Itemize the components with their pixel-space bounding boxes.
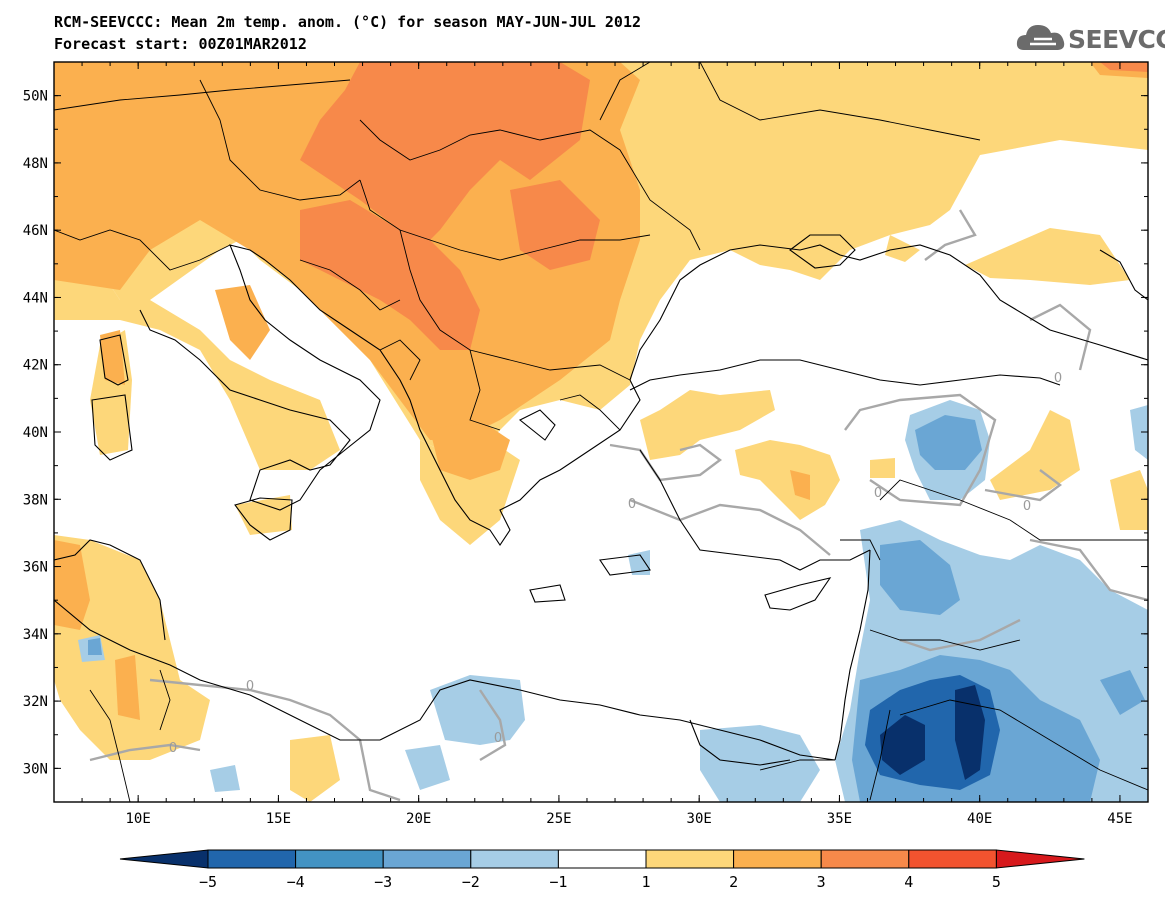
contour-label-zero: 0 [1054,371,1062,386]
colorbar-tick-label: 5 [992,873,1001,891]
latitude-axis: 30N 32N 34N 36N 38N 40N 42N 44N 46N 48N 50N [23,61,1148,777]
contour-label-zero: 0 [628,497,636,512]
colorbar-tick-label: 3 [817,873,826,891]
lon-tick-label: 45E [1107,811,1132,827]
lon-tick-label: 35E [827,811,852,827]
colorbar-segment [557,849,647,869]
colorbar-tick-label: 2 [729,873,738,891]
seevccc-logo: SEEVCCC [1016,20,1165,58]
longitude-axis: 10E 15E 20E 25E 30E 35E 40E 45E [81,62,1149,827]
logo-text: SEEVCCC [1068,25,1165,54]
lat-tick-label: 36N [23,560,48,576]
colorbar-segment [733,849,822,869]
lat-tick-label: 50N [23,89,48,105]
colorbar-max-arrow [995,849,1085,869]
forecast-start-label: Forecast start: 00Z01MAR2012 [54,35,307,53]
colorbar-min-arrow [119,849,209,869]
contour-label-zero: 0 [1023,499,1031,514]
map-plot-area [54,62,1148,802]
colorbar-segment [645,849,735,869]
contour-label-zero: 0 [169,741,177,756]
contour-label-zero: 0 [494,731,502,746]
lat-tick-label: 34N [23,627,48,643]
colorbar-segment [908,849,997,869]
lat-tick-label: 44N [23,290,48,306]
lat-tick-label: 32N [23,694,48,710]
lat-tick-label: 46N [23,223,48,239]
chart-title: RCM-SEEVCCC: Mean 2m temp. anom. (°C) fo… [54,13,641,31]
colorbar-tick-label: −2 [462,873,480,891]
cold-anomaly-4-5 [880,685,985,780]
lon-tick-label: 15E [266,811,291,827]
lat-tick-label: 48N [23,156,48,172]
lon-tick-label: 40E [967,811,992,827]
contour-label-zero: 0 [874,486,882,501]
warm-anomaly-3-4 [300,62,1148,350]
lat-tick-label: 38N [23,492,48,508]
lon-tick-label: 20E [406,811,431,827]
colorbar-tick-label: −4 [287,873,305,891]
lon-tick-label: 30E [687,811,712,827]
colorbar-segment [470,849,559,869]
colorbar-segment [820,849,910,869]
lat-tick-label: 42N [23,358,48,374]
colorbar-segment [295,849,384,869]
colorbar-tick-label: −3 [374,873,392,891]
colorbar-tick-label: −1 [549,873,567,891]
lon-tick-label: 25E [546,811,571,827]
cloud-icon [1016,25,1065,50]
contour-label-zero: 0 [246,679,254,694]
colorbar-tick-label: 1 [641,873,650,891]
colorbar-segment [382,849,472,869]
colorbar-tick-label: −5 [199,873,217,891]
lat-tick-label: 30N [23,761,48,777]
lon-tick-label: 10E [126,811,151,827]
country-borders [54,62,1148,802]
colorbar-tick-label: 4 [904,873,913,891]
colorbar-segment [207,849,297,869]
colorbar: −5 −4 −3 −2 −1 1 2 3 4 5 [119,849,1085,891]
contour-labels: 0 0 0 0 0 0 0 [169,371,1062,756]
lat-tick-label: 40N [23,425,48,441]
